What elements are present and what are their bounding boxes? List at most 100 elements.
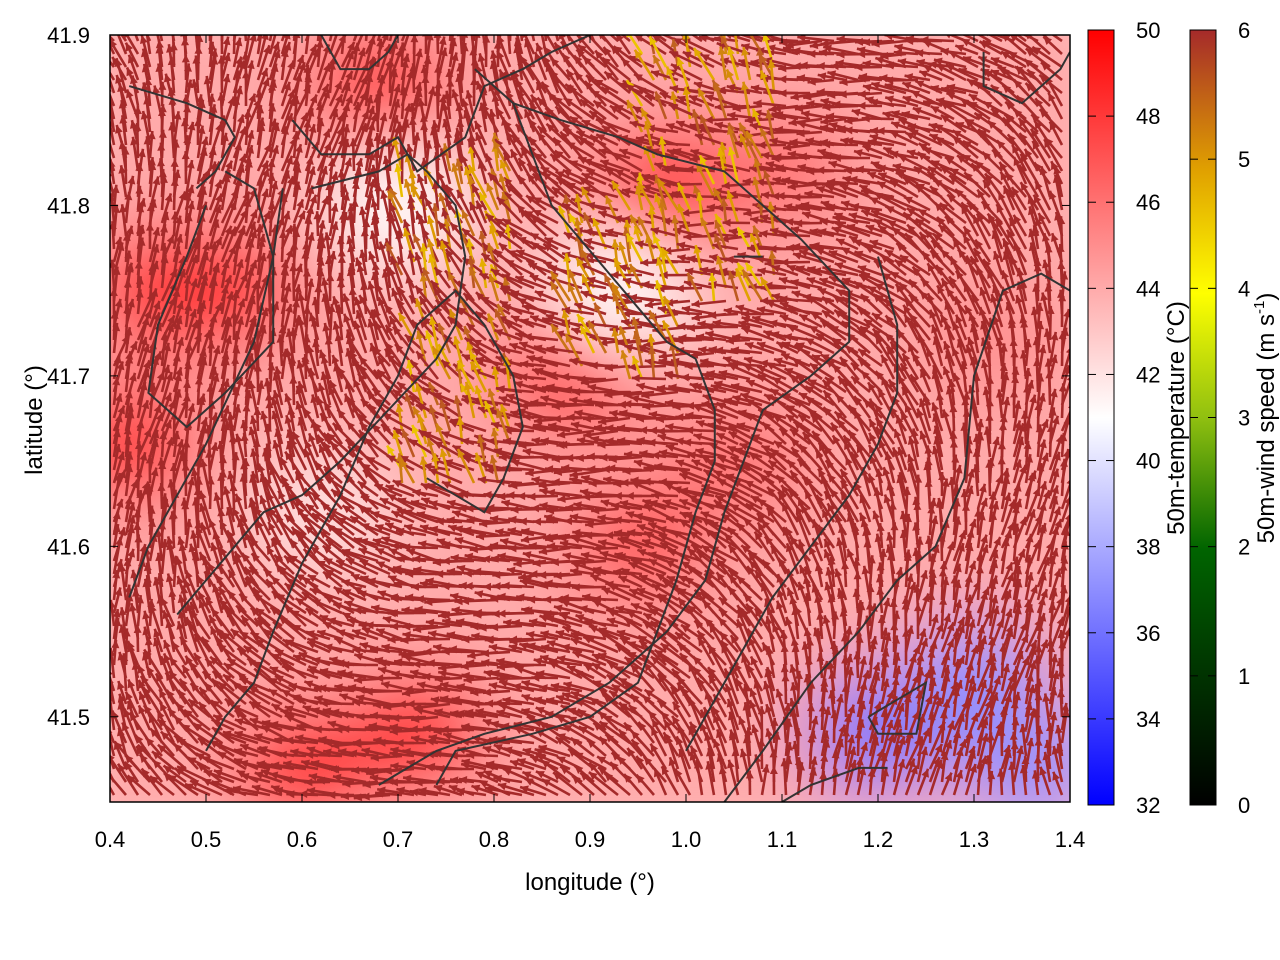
wind-arrow-head <box>322 63 331 73</box>
wind-arrow-head <box>331 14 339 23</box>
wind-arrow-head <box>762 35 770 42</box>
wind-arrow-head <box>744 116 753 125</box>
wind-arrow-head <box>237 114 245 124</box>
wind-arrow-head <box>909 129 919 137</box>
wind-arrow-head <box>353 102 362 111</box>
wind-arrow-head <box>322 89 330 99</box>
wind-arrow-head <box>477 53 486 63</box>
wind-arrow-head <box>594 79 604 88</box>
wind-arrow-head <box>408 116 417 126</box>
wind-arrow-head <box>379 112 388 122</box>
wind-arrow-head <box>923 98 932 107</box>
wind-arrow-head <box>207 93 216 103</box>
wind-arrow-head <box>401 119 410 129</box>
wind-arrow-head <box>854 149 863 157</box>
wind-arrow-head <box>778 75 787 84</box>
wind-arrow-head <box>431 120 440 129</box>
wind-arrow-head <box>760 54 768 64</box>
wind-arrow-head <box>858 72 868 81</box>
wind-arrow-head <box>497 35 505 44</box>
wind-arrow <box>507 35 512 55</box>
wind-arrow-head <box>239 126 247 136</box>
wind-arrow-head <box>262 77 270 87</box>
wind-arrow-head <box>890 131 900 139</box>
wind-arrow-head <box>467 21 475 29</box>
wind-arrow-head <box>386 58 395 67</box>
wind-arrow-head <box>152 19 160 28</box>
wind-arrow-head <box>456 119 465 128</box>
wind-arrow-head <box>576 49 585 59</box>
wind-arrow-head <box>406 69 414 79</box>
wind-arrow-head <box>114 58 123 67</box>
wind-arrow-head <box>889 150 899 159</box>
wind-arrow-head <box>182 94 191 103</box>
wind-arrow-head <box>217 55 226 64</box>
wind-arrow-head <box>996 140 1006 149</box>
wind-arrow-head <box>433 35 442 38</box>
wind-arrow-head <box>700 114 708 124</box>
wind-arrow-head <box>553 137 562 147</box>
wind-arrow <box>280 35 290 55</box>
wind-arrow-head <box>798 152 807 161</box>
wind-arrow-head <box>801 110 810 119</box>
wind-arrow-head <box>119 115 128 124</box>
wind-arrow-head <box>869 133 879 142</box>
wind-arrow-head <box>693 48 702 57</box>
wind-arrow-head <box>405 18 412 27</box>
wind-arrow-head <box>521 147 529 157</box>
wind-arrow-head <box>341 19 349 27</box>
wind-arrow-head <box>420 64 429 74</box>
wind-arrow-head <box>566 142 576 150</box>
wind-arrow-head <box>183 104 192 113</box>
wind-arrow-head <box>809 41 819 50</box>
wind-arrow-head <box>894 43 904 52</box>
wind-arrow-head <box>830 62 839 71</box>
wind-arrow-head <box>666 163 676 172</box>
wind-arrow-head <box>125 42 134 52</box>
wind-arrow-head <box>352 42 361 52</box>
wind-arrow-head <box>395 24 403 33</box>
wind-arrow-head <box>773 152 782 161</box>
wind-arrow-head <box>554 97 563 106</box>
wind-arrow-head <box>691 109 700 119</box>
wind-arrow-head <box>819 124 829 133</box>
wind-arrow-head <box>1039 109 1049 118</box>
wind-arrow-head <box>412 132 421 141</box>
wind-arrow-head <box>714 160 723 169</box>
wind-arrow-head <box>115 75 123 84</box>
wind-arrow-head <box>258 23 266 32</box>
wind-arrow-head <box>305 20 313 28</box>
wind-arrow-head <box>155 45 164 54</box>
wind-arrow-head <box>659 92 669 100</box>
wind-arrow-head <box>919 70 929 78</box>
wind-arrow-head <box>158 129 167 138</box>
wind-arrow-head <box>930 106 940 114</box>
wind-arrow-head <box>235 85 244 95</box>
wind-arrow-head <box>1024 59 1033 68</box>
wind-arrow-head <box>316 13 324 21</box>
wind-arrow-head <box>455 102 464 112</box>
wind-arrow-head <box>496 24 504 32</box>
wind-arrow-head <box>609 105 619 114</box>
wind-arrow-head <box>968 102 978 110</box>
wind-arrow-head <box>465 90 474 100</box>
wind-arrow-head <box>468 138 476 148</box>
wind-arrow-head <box>496 11 504 19</box>
wind-arrow-head <box>716 41 726 50</box>
wind-arrow-head <box>922 147 932 155</box>
wind-arrow-head <box>923 65 933 73</box>
wind-arrow-head <box>543 56 551 66</box>
wind-arrow <box>159 35 164 42</box>
wind-arrow-head <box>289 137 297 147</box>
wind-arrow-head <box>293 23 301 31</box>
wind-arrow-head <box>207 41 216 51</box>
wind-arrow-head <box>340 108 349 118</box>
wind-arrow-head <box>451 89 460 99</box>
wind-arrow <box>566 35 584 55</box>
wind-arrow-head <box>619 148 629 157</box>
wind-arrow-head <box>837 125 846 134</box>
wind-arrow-head <box>885 61 894 70</box>
wind-arrow-head <box>163 73 172 83</box>
wind-arrow-head <box>496 50 505 60</box>
wind-arrow-head <box>550 70 559 80</box>
